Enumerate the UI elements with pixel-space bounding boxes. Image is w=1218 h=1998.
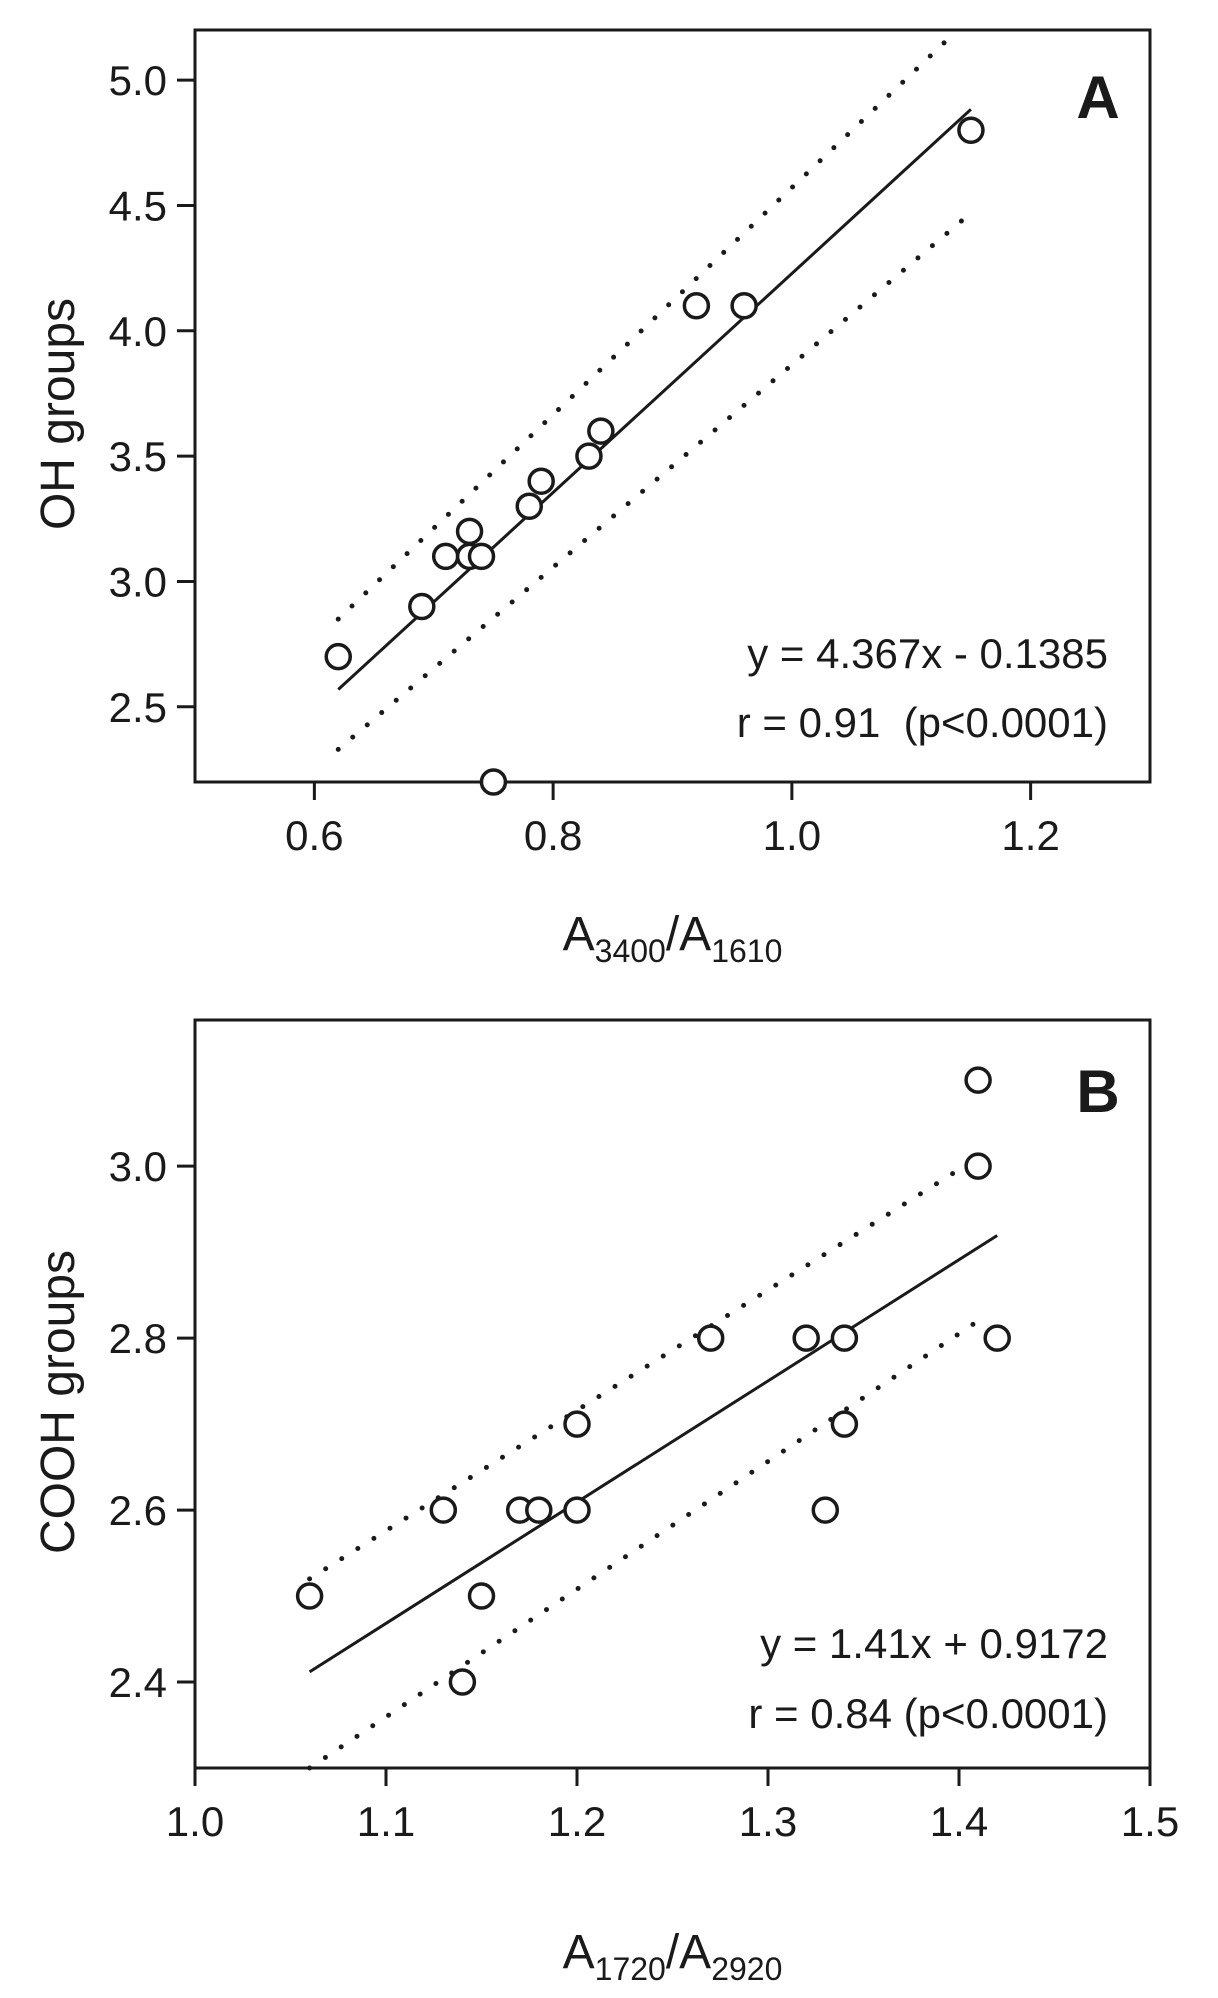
data-point — [408, 592, 436, 621]
x-axis-label: A3400/A1610 — [563, 908, 783, 969]
data-point — [515, 492, 543, 521]
panel-letter: A — [1076, 64, 1119, 131]
panel-b: 1.0 1.1 1.2 1.3 1.4 1.5 2.4 2.6 2.8 3.0 By = 1.41x… — [32, 1018, 1179, 1987]
x-tick-label: 1.1 — [357, 1798, 415, 1845]
x-tick-label: 1.0 — [763, 812, 821, 859]
confidence-band-upper — [335, 37, 950, 622]
y-tick-label: 4.5 — [109, 182, 167, 229]
data-point — [730, 291, 758, 320]
x-tick-label: 1.5 — [1121, 1798, 1179, 1845]
data-point — [587, 417, 615, 445]
plot-frame — [193, 28, 1152, 784]
correlation-text: r = 0.91 (p<0.0001) — [737, 699, 1108, 746]
data-point — [983, 1324, 1011, 1352]
panel-a: 0.6 0.8 1.0 1.2 2.5 3.0 3.5 4.0 4.5 5.0 Ay = 4.367… — [32, 28, 1152, 969]
regression-equation: y = 4.367x - 0.1385 — [747, 630, 1108, 677]
data-point — [682, 291, 711, 320]
x-tick-label: 0.8 — [524, 812, 582, 859]
y-tick-label: 3.0 — [109, 1143, 167, 1190]
x-tick-label: 1.2 — [1001, 812, 1059, 859]
x-axis-label: A1720/A2920 — [563, 1926, 783, 1987]
data-point — [575, 442, 603, 470]
y-tick-label: 5.0 — [109, 57, 167, 104]
x-tick-label: 1.4 — [930, 1798, 988, 1845]
data-point — [527, 467, 555, 495]
data-point — [429, 1496, 458, 1524]
data-point — [324, 642, 352, 671]
confidence-band-upper — [307, 1155, 981, 1582]
y-tick-label: 4.0 — [109, 308, 167, 355]
y-tick-label: 2.6 — [109, 1487, 167, 1534]
data-point — [431, 542, 460, 571]
data-point — [525, 1496, 553, 1524]
regression-line — [337, 108, 972, 691]
data-point — [792, 1324, 820, 1352]
x-tick-label: 1.2 — [548, 1798, 606, 1845]
y-tick-label: 3.0 — [109, 558, 167, 605]
y-tick-label: 2.5 — [109, 684, 167, 731]
data-point — [563, 1410, 591, 1438]
regression-equation: y = 1.41x + 0.9172 — [760, 1620, 1108, 1667]
data-point — [467, 1582, 496, 1610]
data-point — [830, 1324, 859, 1352]
data-point — [479, 768, 508, 796]
x-tick-label: 1.0 — [166, 1798, 224, 1845]
correlation-text: r = 0.84 (p<0.0001) — [748, 1690, 1108, 1737]
x-tick-label: 0.6 — [285, 812, 343, 859]
data-point — [696, 1324, 725, 1352]
data-point — [455, 517, 484, 546]
data-point — [957, 116, 985, 145]
y-axis-label: OH groups — [32, 298, 85, 530]
y-axis-label: COOH groups — [32, 1250, 85, 1554]
data-point — [811, 1496, 840, 1524]
data-point — [830, 1410, 859, 1438]
data-point — [295, 1582, 324, 1610]
confidence-band-lower — [307, 1318, 981, 1771]
y-tick-label: 3.5 — [109, 433, 167, 480]
data-point — [467, 542, 496, 571]
data-point — [448, 1668, 477, 1696]
panel-letter: B — [1076, 1058, 1119, 1125]
data-point — [964, 1066, 992, 1094]
x-tick-label: 1.3 — [739, 1798, 797, 1845]
y-tick-label: 2.4 — [109, 1659, 167, 1706]
y-tick-label: 2.8 — [109, 1315, 167, 1362]
regression-line — [308, 1234, 999, 1674]
plot-frame — [193, 1018, 1152, 1770]
data-point — [563, 1496, 591, 1524]
data-point — [964, 1152, 992, 1180]
